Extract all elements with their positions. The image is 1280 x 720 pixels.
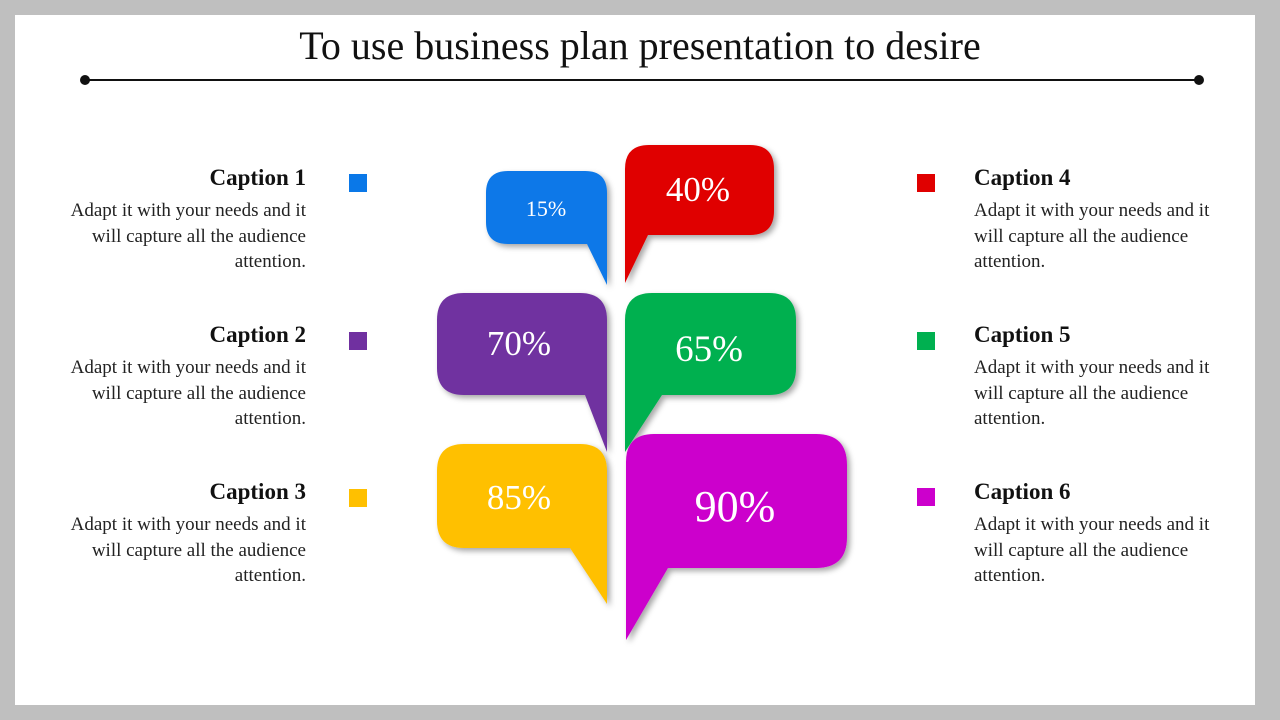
bubble-15: 15% bbox=[486, 171, 607, 285]
divider-right-dot bbox=[1194, 75, 1204, 85]
bubble-70: 70% bbox=[437, 293, 607, 452]
bubble-15-label: 15% bbox=[526, 196, 566, 221]
caption-3-text: Adapt it with your needs and it will cap… bbox=[70, 514, 306, 586]
bubble-40: 40% bbox=[625, 145, 774, 283]
caption-1-text: Adapt it with your needs and it will cap… bbox=[70, 200, 306, 272]
bubble-65-label: 65% bbox=[675, 329, 743, 370]
caption-5-heading: Caption 5 bbox=[974, 322, 1071, 347]
caption-3: Caption 3 Adapt it with your needs and i… bbox=[46, 478, 306, 589]
bubble-85: 85% bbox=[437, 444, 607, 604]
caption-1-heading: Caption 1 bbox=[209, 165, 307, 190]
caption-4-heading: Caption 4 bbox=[974, 165, 1071, 190]
caption-4-text: Adapt it with your needs and it will cap… bbox=[974, 200, 1210, 272]
caption-5-text: Adapt it with your needs and it will cap… bbox=[974, 357, 1210, 429]
bubble-90: 90% bbox=[626, 434, 847, 640]
caption-6-color-square bbox=[917, 488, 935, 506]
caption-2: Caption 2 Adapt it with your needs and i… bbox=[46, 321, 306, 432]
caption-6-heading: Caption 6 bbox=[974, 479, 1071, 504]
caption-5: Caption 5 Adapt it with your needs and i… bbox=[974, 321, 1234, 432]
caption-5-color-square bbox=[917, 332, 935, 350]
caption-4: Caption 4 Adapt it with your needs and i… bbox=[974, 164, 1234, 275]
caption-2-heading: Caption 2 bbox=[209, 322, 307, 347]
title-divider bbox=[84, 79, 1198, 81]
bubble-65: 65% bbox=[625, 293, 796, 452]
divider-left-dot bbox=[80, 75, 90, 85]
caption-6: Caption 6 Adapt it with your needs and i… bbox=[974, 478, 1234, 589]
slide-title: To use business plan presentation to des… bbox=[299, 23, 981, 68]
bubble-40-label: 40% bbox=[666, 170, 730, 209]
caption-2-color-square bbox=[349, 332, 367, 350]
bubble-85-label: 85% bbox=[487, 478, 551, 517]
caption-3-heading: Caption 3 bbox=[209, 479, 307, 504]
caption-1-color-square bbox=[349, 174, 367, 192]
caption-4-color-square bbox=[917, 174, 935, 192]
bubble-70-label: 70% bbox=[487, 324, 551, 363]
bubble-90-label: 90% bbox=[695, 482, 776, 531]
caption-1: Caption 1 Adapt it with your needs and i… bbox=[46, 164, 306, 275]
caption-2-text: Adapt it with your needs and it will cap… bbox=[70, 357, 306, 429]
caption-6-text: Adapt it with your needs and it will cap… bbox=[974, 514, 1210, 586]
caption-3-color-square bbox=[349, 489, 367, 507]
